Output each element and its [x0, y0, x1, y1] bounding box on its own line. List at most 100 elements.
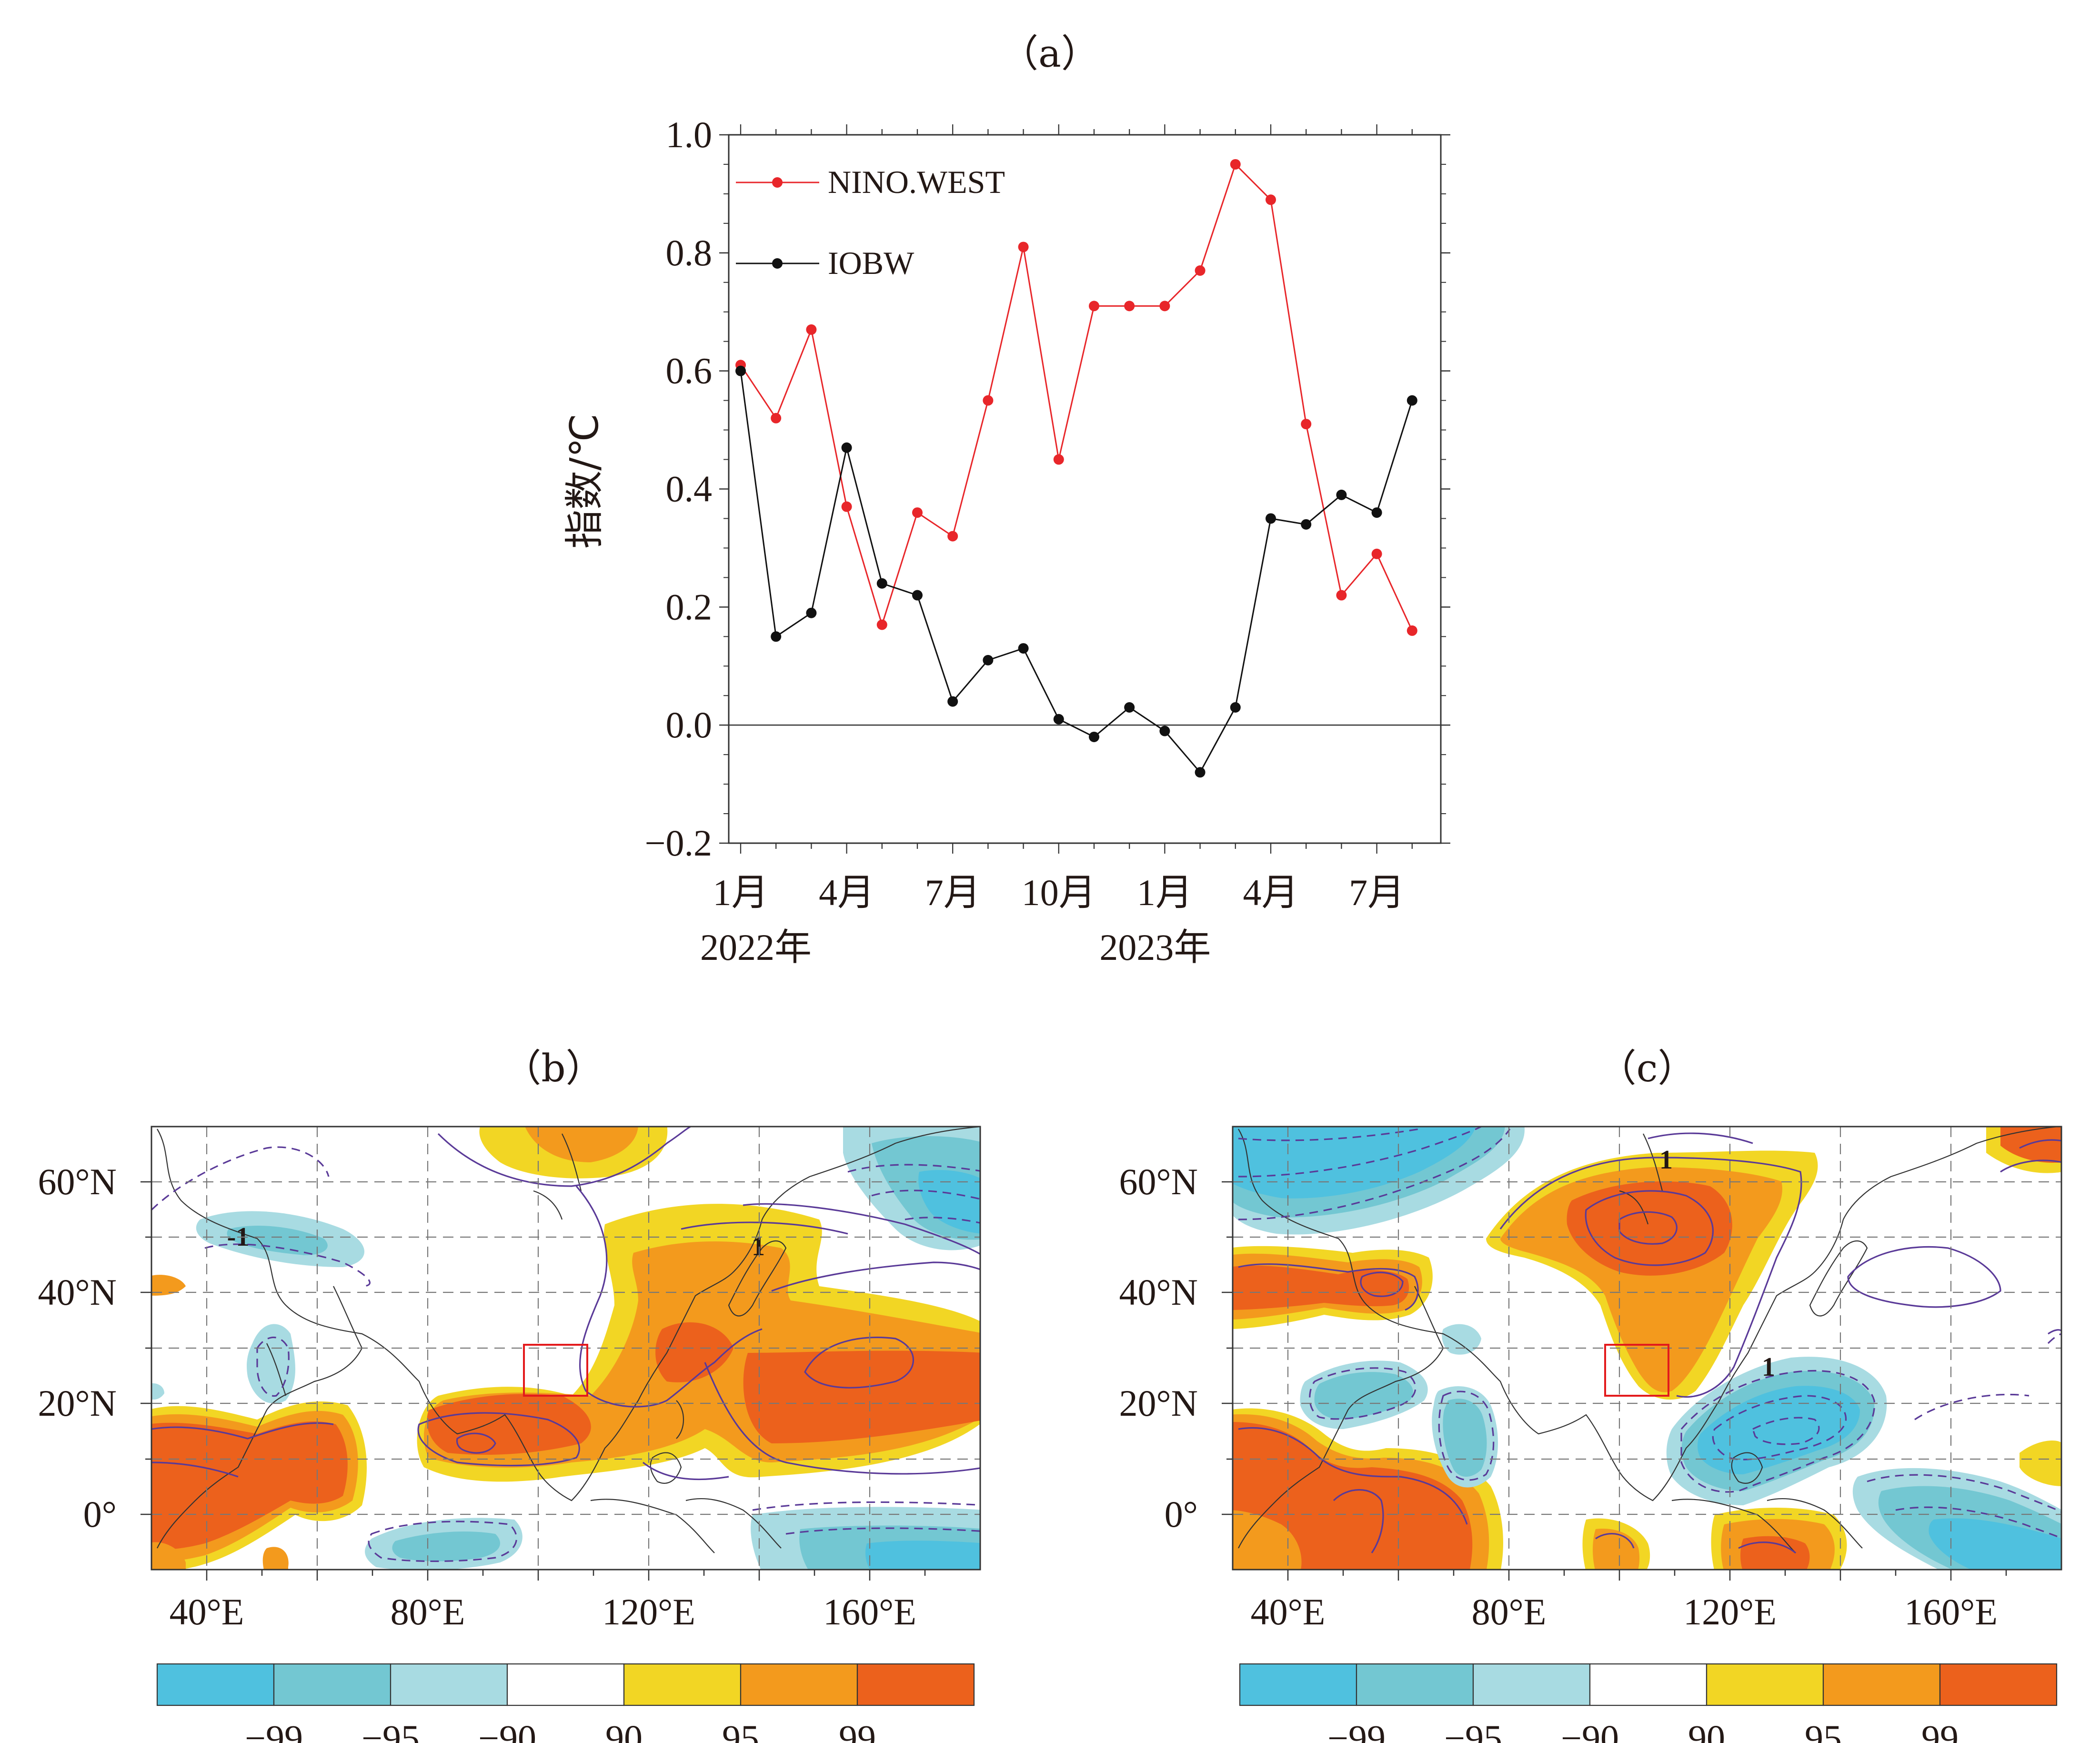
- iobw-point: [912, 590, 923, 601]
- c-signif-neg-nw-99: [1233, 1127, 1476, 1199]
- legend-nino-west-marker: [772, 177, 783, 188]
- b-colorbar-label: −95: [362, 1717, 420, 1743]
- c-colorbar-swatch: [1472, 1663, 1591, 1706]
- iobw-point: [1195, 767, 1206, 778]
- iobw-point: [983, 655, 994, 665]
- b-colorbar-swatch: [506, 1663, 625, 1706]
- c-colorbar-swatch: [1589, 1663, 1708, 1706]
- c-signif-pos-ne2: [2000, 1127, 2061, 1163]
- nino-west-point: [1407, 625, 1417, 636]
- iobw-point: [1018, 643, 1029, 654]
- c-ytick-20: 20°N: [1119, 1382, 1198, 1424]
- c-colorbar-label: 90: [1688, 1717, 1725, 1743]
- c-contours-dashed: [1238, 1127, 2061, 1539]
- iobw-point: [1266, 513, 1276, 524]
- b-target-box: [523, 1344, 588, 1397]
- nino-west-point: [841, 501, 852, 512]
- nino-west-point: [806, 324, 817, 335]
- x-tick-label: 1月: [713, 872, 768, 913]
- c-ytick-0: 0°: [1165, 1493, 1198, 1535]
- b-colorbar-label: 90: [605, 1717, 643, 1743]
- c-colorbar-swatch: [1939, 1663, 2058, 1706]
- legend-iobw: IOBW: [736, 245, 914, 281]
- c-signif-pos-west-99: [1233, 1265, 1409, 1310]
- b-signif-neg-io-95: [392, 1531, 500, 1562]
- b-ytick-40: 40°N: [38, 1271, 117, 1313]
- c-ytick-40: 40°N: [1119, 1271, 1198, 1313]
- nino-west-point: [947, 531, 958, 542]
- x-tick-label: 7月: [1349, 872, 1405, 913]
- c-signif-neg-se-99: [1929, 1518, 2061, 1570]
- nino-west-point: [983, 395, 994, 406]
- panel-b-shading: -1 1: [151, 1127, 980, 1570]
- y-tick-label: 1.0: [666, 114, 713, 155]
- nino-west-point: [912, 507, 923, 518]
- panel-a-ylabel: 指数/℃: [562, 413, 607, 549]
- nino-west-point: [1089, 301, 1099, 312]
- b-signif-pos-sw2: [262, 1547, 289, 1570]
- panel-c-title: （c）: [1598, 1046, 1696, 1090]
- c-colorbar-swatch: [1239, 1663, 1357, 1706]
- legend-nino-west: NINO.WEST: [736, 164, 1005, 200]
- b-colorbar-swatch: [856, 1663, 975, 1706]
- c-xtick-40: 40°E: [1251, 1591, 1326, 1632]
- b-colorbar-label: −90: [478, 1717, 536, 1743]
- iobw-point: [1336, 489, 1347, 500]
- nino-west-point: [1230, 159, 1241, 170]
- c-colorbar-swatch: [1706, 1663, 1824, 1706]
- y-tick-label: 0.6: [666, 350, 713, 392]
- nino-west-point: [1301, 419, 1312, 430]
- c-signif-neg-small: [1442, 1324, 1481, 1355]
- y-tick-label: 0.2: [666, 586, 713, 627]
- year-label: 2023年: [1099, 927, 1211, 968]
- panel-a-axes: −0.2 0.0 0.2 0.4 0.6 0.8 1.0 1月 4月 7月 10月 1月 4月 7月 202…: [645, 114, 1450, 968]
- panel-a-frame: [728, 134, 1442, 844]
- b-colorbar-swatch: [156, 1663, 275, 1706]
- iobw-point: [841, 442, 852, 453]
- nino-west-point: [876, 619, 887, 630]
- c-contour-label-north: 1: [1659, 1145, 1673, 1175]
- iobw-point: [806, 607, 817, 618]
- c-ticks: [1222, 1181, 2007, 1581]
- c-colorbar-label: 99: [1921, 1717, 1959, 1743]
- series-line-iobw: [740, 371, 1413, 774]
- c-contour-label-south: 1: [1762, 1352, 1775, 1382]
- panel-c-colorbar: −99 −95 −90 90 95 99: [1239, 1663, 2058, 1743]
- iobw-point: [1159, 725, 1170, 736]
- y-tick-label: 0.4: [666, 468, 713, 510]
- c-signif-pos-e: [2020, 1441, 2061, 1486]
- b-ytick-60: 60°N: [38, 1161, 117, 1202]
- legend-iobw-label: IOBW: [828, 245, 914, 281]
- panel-c-shading: 1 1: [1233, 1127, 2061, 1570]
- year-label: 2022年: [700, 927, 812, 968]
- c-xtick-160: 160°E: [1904, 1591, 1998, 1632]
- nino-west-point: [771, 413, 782, 423]
- x-tick-label: 4月: [819, 872, 874, 913]
- c-signif-pos-center-99: [1567, 1181, 1732, 1276]
- b-signif-neg-wp-99: [865, 1541, 980, 1570]
- iobw-point: [735, 365, 746, 376]
- panel-a-legend: NINO.WEST IOBW: [736, 164, 1005, 281]
- b-colorbar-label: −99: [245, 1717, 303, 1743]
- b-xtick-120: 120°E: [602, 1591, 695, 1632]
- y-tick-label: 0.8: [666, 232, 713, 273]
- x-tick-label: 1月: [1137, 872, 1193, 913]
- c-colorbar-swatch: [1356, 1663, 1474, 1706]
- panel-b-title: （b）: [503, 1046, 603, 1090]
- legend-nino-west-label: NINO.WEST: [828, 164, 1005, 200]
- panel-b-map: -1 1: [38, 1126, 981, 1632]
- c-colorbar-label: −95: [1444, 1717, 1502, 1743]
- c-ytick-60: 60°N: [1119, 1161, 1198, 1202]
- panel-b-colorbar: −99 −95 −90 90 95 99: [156, 1663, 975, 1743]
- nino-west-point: [1018, 242, 1029, 252]
- panel-a-title: （a）: [1000, 31, 1099, 76]
- nino-west-point: [1053, 454, 1064, 465]
- y-tick-label: −0.2: [645, 822, 713, 864]
- c-gridlines: [1233, 1127, 2061, 1570]
- c-colorbar-label: −99: [1327, 1717, 1386, 1743]
- b-contours-dashed: [151, 1146, 980, 1562]
- iobw-point: [1230, 702, 1241, 713]
- nino-west-point: [1195, 265, 1206, 276]
- x-tick-label: 7月: [925, 872, 981, 913]
